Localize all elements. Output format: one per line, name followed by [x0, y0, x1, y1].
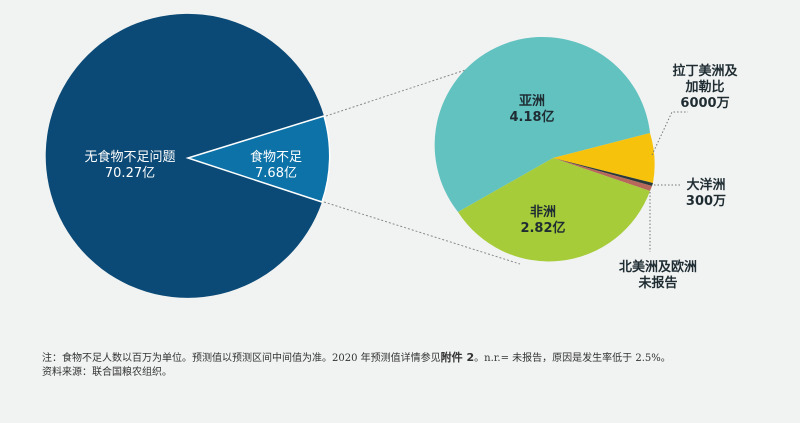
note-text: 注：食物不足人数以百万为单位。预测值以预测区间中间值为准。2020 年预测值详情…	[42, 353, 441, 364]
footnote-note: 注：食物不足人数以百万为单位。预测值以预测区间中间值为准。2020 年预测值详情…	[42, 351, 671, 366]
label-undernourished: 食物不足 7.68亿	[236, 150, 316, 182]
note-text-2: 。n.r.= 未报告，原因是发生率低于 2.5%。	[474, 353, 671, 364]
slice-africa	[458, 158, 650, 262]
label-oceania: 大洋洲 300万	[676, 178, 736, 210]
slice-no-undernourishment	[45, 13, 325, 298]
label-value: 未报告	[638, 276, 678, 291]
label-value: 70.27亿	[104, 166, 156, 181]
label-no-undernourishment: 无食物不足问题 70.27亿	[60, 150, 200, 182]
label-name: 北美洲及欧洲	[618, 260, 697, 275]
label-name-2: 加勒比	[685, 80, 725, 95]
label-value: 300万	[685, 194, 727, 209]
label-africa: 非洲 2.82亿	[503, 205, 583, 237]
global-pie	[45, 13, 331, 298]
label-name-1: 拉丁美洲及	[672, 64, 738, 79]
label-name: 无食物不足问题	[84, 150, 176, 165]
annex-reference: 附件 2	[440, 351, 475, 364]
label-name: 食物不足	[249, 150, 302, 165]
region-pie	[434, 36, 655, 262]
pie-charts	[45, 13, 688, 298]
label-na-eu: 北美洲及欧洲 未报告	[608, 260, 708, 292]
callout-latam	[651, 111, 688, 156]
slice-latam	[553, 133, 655, 183]
label-latam: 拉丁美洲及 加勒比 6000万	[660, 64, 750, 112]
label-asia: 亚洲 4.18亿	[492, 94, 572, 126]
slice-asia	[434, 36, 650, 212]
label-name: 亚洲	[518, 94, 545, 109]
label-value: 2.82亿	[520, 221, 566, 236]
label-name: 大洋洲	[686, 178, 726, 193]
footnote-source: 资料来源：联合国粮农组织。	[42, 367, 172, 378]
label-value: 4.18亿	[509, 110, 555, 125]
slice-undernourished	[185, 115, 331, 203]
label-value: 7.68亿	[255, 166, 297, 181]
label-value: 6000万	[680, 96, 730, 111]
slice-oceania	[553, 158, 653, 186]
label-name: 非洲	[529, 205, 556, 220]
slice-na-eu	[553, 158, 652, 191]
